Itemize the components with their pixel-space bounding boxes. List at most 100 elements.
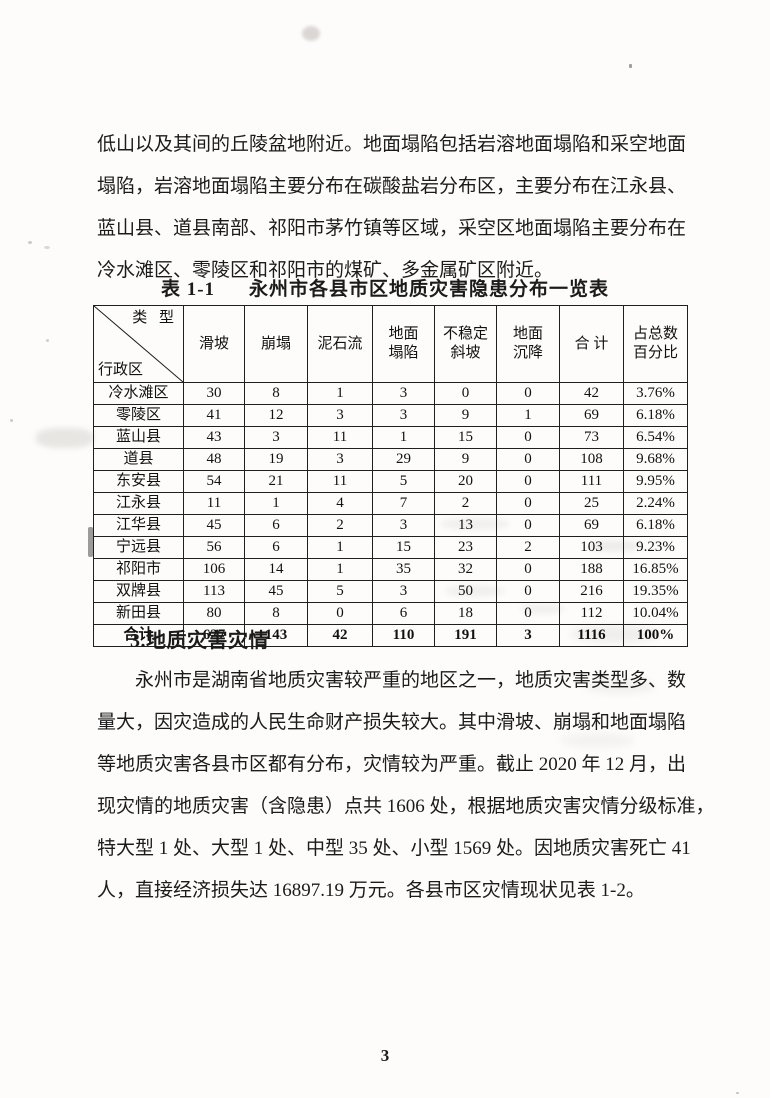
cell-count: 2 [496, 536, 560, 559]
corner-label-type: 类 型 [132, 310, 178, 326]
cell-count: 143 [244, 624, 308, 647]
col-header-subsidence: 地面 沉降 [496, 305, 560, 383]
scan-artifact [10, 419, 13, 422]
disaster-table: 类 型 行政区 滑坡 崩塌 泥石流 地面 塌陷 不稳定 斜坡 地面 沉降 合 计… [93, 305, 688, 647]
section-paragraph: 永州市是湖南省地质灾害较严重的地区之一，地质灾害类型多、数 量大，因灾造成的人民生… [97, 660, 715, 912]
cell-percent: 9.23% [623, 536, 688, 559]
col-header-debris-flow: 泥石流 [307, 305, 373, 383]
scan-artifact [46, 339, 49, 342]
cell-count: 42 [307, 624, 373, 647]
cell-percent: 6.18% [623, 404, 688, 427]
cell-count: 0 [496, 602, 560, 625]
cell-count: 0 [496, 514, 560, 537]
cell-count: 23 [434, 536, 497, 559]
cell-count: 188 [559, 558, 624, 581]
cell-count: 29 [372, 448, 435, 471]
intro-paragraph-line: 蓝山县、道县南部、祁阳市茅竹镇等区域，采空区地面塌陷主要分布在 [97, 218, 687, 239]
cell-district: 零陵区 [93, 404, 184, 427]
cell-count: 0 [496, 448, 560, 471]
table-row: 江永县 11 1 4 7 2 0 25 2.24% [93, 492, 688, 515]
scan-artifact [44, 246, 50, 249]
cell-count: 14 [244, 558, 308, 581]
section-paragraph-line: 现灾情的地质灾害（含隐患）点共 1606 处，根据地质灾害灾情分级标准， [97, 796, 715, 817]
cell-count: 0 [496, 470, 560, 493]
cell-count: 0 [496, 382, 560, 405]
table-row: 宁远县 56 6 1 15 23 2 103 9.23% [93, 536, 688, 559]
cell-count: 11 [307, 426, 373, 449]
cell-count: 0 [434, 382, 497, 405]
section-paragraph-line: 特大型 1 处、大型 1 处、中型 35 处、小型 1569 处。因地质灾害死亡… [97, 838, 691, 859]
cell-district: 冷水滩区 [93, 382, 184, 405]
cell-count: 1 [307, 536, 373, 559]
cell-count: 50 [434, 580, 497, 603]
cell-count: 0 [496, 426, 560, 449]
cell-count: 9 [434, 448, 497, 471]
cell-count: 108 [559, 448, 624, 471]
cell-count: 1 [307, 382, 373, 405]
cell-count: 30 [183, 382, 245, 405]
scan-artifact [302, 26, 320, 41]
cell-district: 东安县 [93, 470, 184, 493]
cell-district: 宁远县 [93, 536, 184, 559]
cell-percent: 16.85% [623, 558, 688, 581]
cell-count: 0 [496, 492, 560, 515]
table-caption: 表 1-1 永州市各县市区地质灾害隐患分布一览表 [0, 277, 770, 303]
table-row: 双牌县 113 45 5 3 50 0 216 19.35% [93, 580, 688, 603]
scan-artifact [629, 64, 632, 68]
cell-percent: 100% [623, 624, 688, 647]
cell-count: 15 [372, 536, 435, 559]
cell-count: 45 [183, 514, 245, 537]
cell-count: 3 [372, 514, 435, 537]
cell-count: 1 [372, 426, 435, 449]
cell-percent: 6.54% [623, 426, 688, 449]
cell-count: 6 [244, 514, 308, 537]
col-header-unstable-slope: 不稳定 斜坡 [434, 305, 497, 383]
cell-count: 32 [434, 558, 497, 581]
cell-count: 4 [307, 492, 373, 515]
cell-count: 45 [244, 580, 308, 603]
col-header-ground-collapse: 地面 塌陷 [372, 305, 435, 383]
cell-count: 18 [434, 602, 497, 625]
table-row: 新田县 80 8 0 6 18 0 112 10.04% [93, 602, 688, 625]
cell-count: 6 [244, 536, 308, 559]
section-paragraph-line: 等地质灾害各县市区都有分布，灾情较为严重。截止 2020 年 12 月，出 [97, 754, 687, 775]
cell-count: 6 [372, 602, 435, 625]
table-caption-label: 表 1-1 [160, 279, 216, 300]
cell-count: 1 [244, 492, 308, 515]
table-corner-cell: 类 型 行政区 [93, 305, 184, 383]
cell-count: 35 [372, 558, 435, 581]
col-header-total: 合 计 [559, 305, 624, 383]
table-header-row: 类 型 行政区 滑坡 崩塌 泥石流 地面 塌陷 不稳定 斜坡 地面 沉降 合 计… [93, 305, 688, 383]
page-number: 3 [380, 1046, 390, 1065]
cell-count: 19 [244, 448, 308, 471]
cell-count: 43 [183, 426, 245, 449]
cell-count: 80 [183, 602, 245, 625]
cell-district: 祁阳市 [93, 558, 184, 581]
scan-artifact [36, 428, 94, 448]
cell-percent: 9.68% [623, 448, 688, 471]
col-header-landslide: 滑坡 [183, 305, 245, 383]
table-row: 江华县 45 6 2 3 13 0 69 6.18% [93, 514, 688, 537]
cell-count: 103 [559, 536, 624, 559]
cell-count: 113 [183, 580, 245, 603]
cell-count: 111 [559, 470, 624, 493]
cell-count: 41 [183, 404, 245, 427]
cell-count: 69 [559, 514, 624, 537]
cell-percent: 19.35% [623, 580, 688, 603]
cell-count: 56 [183, 536, 245, 559]
scan-artifact [28, 241, 32, 244]
cell-count: 191 [434, 624, 497, 647]
table-row: 零陵区 41 12 3 3 9 1 69 6.18% [93, 404, 688, 427]
cell-count: 11 [307, 470, 373, 493]
cell-count: 3 [244, 426, 308, 449]
cell-count: 7 [372, 492, 435, 515]
cell-count: 1116 [559, 624, 624, 647]
cell-count: 12 [244, 404, 308, 427]
col-header-collapse: 崩塌 [244, 305, 308, 383]
cell-count: 627 [183, 624, 245, 647]
cell-percent: 3.76% [623, 382, 688, 405]
cell-count: 106 [183, 558, 245, 581]
section-heading: 3.地质灾害灾情 [130, 630, 269, 652]
cell-count: 42 [559, 382, 624, 405]
scan-artifact [736, 1092, 739, 1094]
